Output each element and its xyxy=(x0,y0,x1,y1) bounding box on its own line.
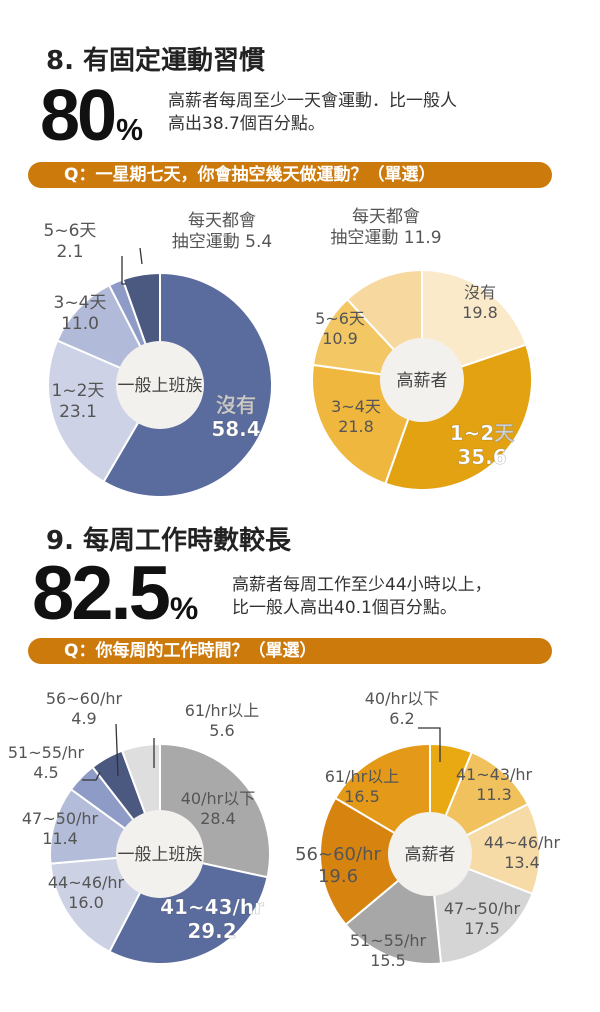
data-label-56-60-hr-value: 4.9 xyxy=(71,709,96,728)
data-label-51-55-hr-category: 51~55/hr xyxy=(350,931,427,950)
slice-44-46-hr xyxy=(427,802,541,896)
data-label-每天都會抽空運動-category: 每天都會 xyxy=(188,211,256,231)
data-label-51-55-hr-value: 15.5 xyxy=(370,951,406,970)
work-hours-donut-charts: 一般上班族40/hr以下28.441~43/hr29.244~46/hr16.0… xyxy=(8,689,561,970)
data-label-每天都會抽空運動-value: 抽空運動 5.4 xyxy=(172,232,272,252)
donut-center-label: 高薪者 xyxy=(405,845,456,865)
donut-center-label: 一般上班族 xyxy=(118,376,203,396)
data-label-61-hr以上-value: 16.5 xyxy=(344,787,380,806)
data-label-1-2天-category: 1~2天 xyxy=(52,381,105,401)
data-label-47-50-hr-category: 47~50/hr xyxy=(444,899,521,918)
data-label-40-hr以下-category: 40/hr以下 xyxy=(181,789,255,808)
data-label-44-46-hr-category: 44~46/hr xyxy=(48,873,125,892)
section-8-question-bar: Q：一星期七天，你會抽空幾天做運動？（單選） xyxy=(28,162,552,188)
data-label-44-46-hr-value: 16.0 xyxy=(68,893,104,912)
data-label-1-2天-value: 35.6 xyxy=(457,445,506,469)
data-label-44-46-hr-category: 44~46/hr xyxy=(484,833,561,852)
data-label-51-55-hr-value: 4.5 xyxy=(33,763,58,782)
section-9-description: 高薪者每周工作至少44小時以上， 比一般人高出40.1個百分點。 xyxy=(232,574,492,620)
section-8-title: 8. 有固定運動習慣 xyxy=(46,46,266,76)
data-label-3-4天-value: 11.0 xyxy=(61,314,99,334)
section-8-desc-line-2: 高出38.7個百分點。 xyxy=(168,114,325,134)
section-8-number: 80 xyxy=(40,76,117,156)
donut-center xyxy=(116,341,204,429)
donut-center xyxy=(116,810,204,898)
data-label-47-50-hr-value: 11.4 xyxy=(42,829,78,848)
section-8-description: 高薪者每周至少一天會運動．比一般人 高出38.7個百分點。 xyxy=(168,90,457,136)
data-label-41-43-hr-value: 29.2 xyxy=(187,919,236,943)
leader-line xyxy=(121,256,126,285)
slice-56-60-hr xyxy=(319,796,432,927)
data-label-沒有-category: 沒有 xyxy=(464,283,496,302)
data-label-61-hr以上-category: 61/hr以上 xyxy=(185,701,259,720)
data-label-3-4天-value: 21.8 xyxy=(338,417,374,436)
data-label-5-6天-value: 2.1 xyxy=(56,242,83,262)
leader-line xyxy=(82,771,101,781)
data-label-51-55-hr-category: 51~55/hr xyxy=(8,743,85,762)
data-label-3-4天-category: 3~4天 xyxy=(331,397,381,416)
data-label-3-4天-category: 3~4天 xyxy=(54,293,107,313)
data-label-41-43-hr-value: 11.3 xyxy=(476,785,512,804)
section-9-question-bar: Q：你每周的工作時間？（單選） xyxy=(28,638,552,664)
data-label-每天都會抽空運動-value: 抽空運動 11.9 xyxy=(330,228,441,248)
data-label-47-50-hr-value: 17.5 xyxy=(464,919,500,938)
data-label-5-6天-category: 5~6天 xyxy=(315,309,365,328)
data-label-沒有-category: 沒有 xyxy=(216,393,256,417)
section-9-title: 9. 每周工作時數較長 xyxy=(46,526,292,556)
data-label-61-hr以上-value: 5.6 xyxy=(209,721,234,740)
data-label-40-hr以下-value: 6.2 xyxy=(389,709,414,728)
donut-center-label: 高薪者 xyxy=(397,371,448,391)
section-8-desc-line-1: 高薪者每周至少一天會運動．比一般人 xyxy=(168,91,457,111)
data-label-5-6天-value: 10.9 xyxy=(322,329,358,348)
data-label-44-46-hr-value: 13.4 xyxy=(504,853,540,872)
donut-center xyxy=(380,338,464,422)
section-9-number: 82.5 xyxy=(32,551,171,636)
leader-line xyxy=(139,247,143,265)
section-8-percentage: 80% xyxy=(40,80,143,152)
section-9-percentage: 82.5% xyxy=(32,556,198,632)
data-label-56-60-hr-value: 19.6 xyxy=(318,866,358,887)
data-label-每天都會抽空運動-category: 每天都會 xyxy=(352,207,420,227)
data-label-56-60-hr-category: 56~60/hr xyxy=(46,689,123,708)
data-label-61-hr以上-category: 61/hr以上 xyxy=(325,767,399,786)
data-label-47-50-hr-category: 47~50/hr xyxy=(22,809,99,828)
section-9-desc-line-1: 高薪者每周工作至少44小時以上， xyxy=(232,575,492,595)
data-label-41-43-hr-category: 41~43/hr xyxy=(160,895,264,919)
data-label-沒有-value: 58.4 xyxy=(211,417,260,441)
data-label-沒有-value: 19.8 xyxy=(462,303,498,322)
section-8-percent-sign: % xyxy=(116,114,143,147)
leader-line xyxy=(418,727,441,762)
data-label-5-6天-category: 5~6天 xyxy=(44,221,97,241)
data-label-1-2天-value: 23.1 xyxy=(59,402,97,422)
data-label-40-hr以下-category: 40/hr以下 xyxy=(365,689,439,708)
section-9-percent-sign: % xyxy=(169,590,199,626)
donut-center-label: 一般上班族 xyxy=(118,845,203,865)
leader-line xyxy=(115,723,119,777)
data-label-1-2天-category: 1~2天 xyxy=(450,421,516,445)
donut-center xyxy=(388,812,472,896)
data-label-40-hr以下-value: 28.4 xyxy=(200,809,236,828)
data-label-56-60-hr-category: 56~60/hr xyxy=(295,844,381,865)
section-9-desc-line-2: 比一般人高出40.1個百分點。 xyxy=(232,598,457,618)
exercise-donut-charts: 一般上班族沒有58.41~2天23.13~4天11.05~6天2.1每天都會抽空… xyxy=(44,207,533,498)
data-label-41-43-hr-category: 41~43/hr xyxy=(456,765,533,784)
